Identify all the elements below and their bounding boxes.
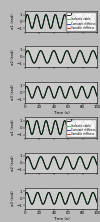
- Legend: IP, Inelastic cable, Constant stiffness, Variable stiffness: IP, Inelastic cable, Constant stiffness,…: [66, 12, 96, 31]
- Y-axis label: α3 (rad): α3 (rad): [11, 84, 15, 100]
- Y-axis label: α2 (rad): α2 (rad): [11, 49, 15, 65]
- Legend: IP, Inelastic cable, Constant stiffness, Variable stiffness: IP, Inelastic cable, Constant stiffness,…: [66, 119, 96, 137]
- Y-axis label: α2 (rad): α2 (rad): [11, 155, 15, 171]
- Y-axis label: α1 (rad): α1 (rad): [11, 14, 15, 29]
- Y-axis label: α1 (rad): α1 (rad): [11, 120, 15, 135]
- X-axis label: Time (s): Time (s): [53, 217, 69, 221]
- Y-axis label: α3 (rad): α3 (rad): [11, 190, 15, 206]
- X-axis label: Time (s): Time (s): [53, 111, 69, 115]
